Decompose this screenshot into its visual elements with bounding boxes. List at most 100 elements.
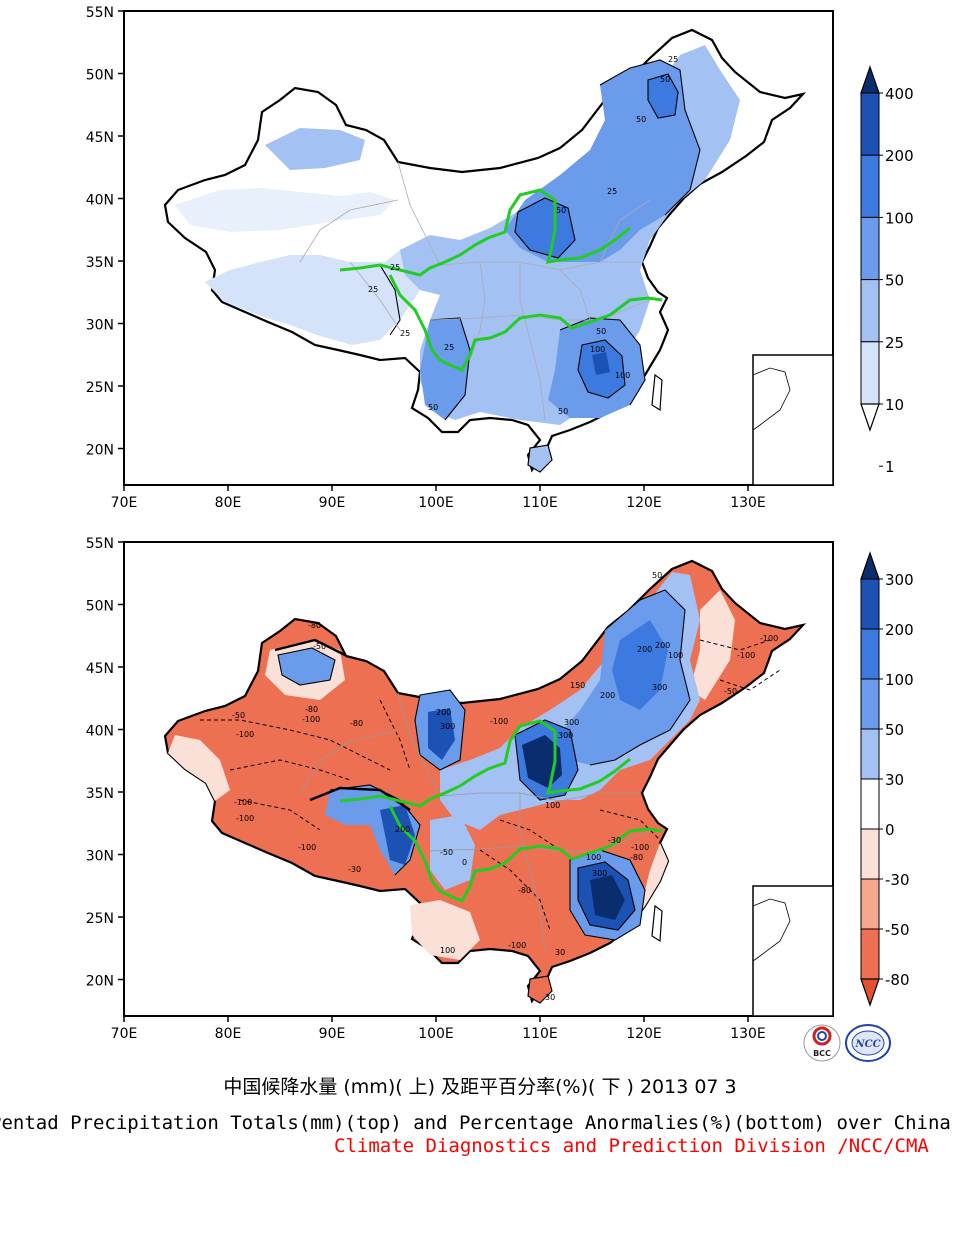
contour-label: 200 <box>436 708 451 717</box>
colorbar-segment <box>860 728 880 780</box>
contour-label: -50 <box>232 711 245 720</box>
colorbar-label: 10 <box>885 396 904 414</box>
contour-label: -80 <box>305 705 318 714</box>
south-china-sea-inset-top <box>752 354 833 485</box>
lat-tick-label: 50N <box>86 68 114 84</box>
contour-label: 50 <box>652 571 662 580</box>
contour-label: 25 <box>400 329 410 338</box>
colorbar-segment <box>860 928 880 980</box>
colorbar-segment <box>860 279 880 343</box>
lon-tick-label: 100E <box>418 495 454 511</box>
colorbar-segment <box>860 678 880 730</box>
colorbar-label: 200 <box>885 147 914 165</box>
bottom-axes: 55N 50N 45N 40N 35N 30N 25N 20N 70E 80E 90E 100E 110… <box>86 536 766 1042</box>
contour-label: 300 <box>592 869 607 878</box>
contour-label: -30 <box>608 836 621 845</box>
colorbar-label: 300 <box>885 571 914 589</box>
colorbar-label: -80 <box>885 971 910 989</box>
precip-dark-center <box>515 198 575 258</box>
colorbar-label: 100 <box>885 209 914 227</box>
contour-label: -80 <box>308 621 321 630</box>
contour-label: 25 <box>390 263 400 272</box>
top-axes: 55N 50N 45N 40N 35N 30N 25N 20N 70E 80E 90E 100E 110… <box>86 5 766 511</box>
contour-label: 100 <box>545 801 560 810</box>
contour-label: -100 <box>236 814 254 823</box>
colorbar-label: 1 <box>885 458 895 476</box>
precip-mid-sw <box>420 318 470 420</box>
contour-label: 200 <box>600 691 615 700</box>
contour-label: 50 <box>558 407 568 416</box>
caption-credit: Climate Diagnostics and Prediction Divis… <box>334 1135 929 1157</box>
contour-label: -100 <box>236 730 254 739</box>
yellow-river-top <box>339 188 631 277</box>
lon-tick-label: 110E <box>522 495 558 511</box>
contour-label: -80 <box>518 886 531 895</box>
colorbar-top-arrow <box>860 65 880 94</box>
contour-label: -80 <box>630 853 643 862</box>
contour-label: 300 <box>564 718 579 727</box>
lon-tick-label: 90E <box>319 1026 346 1042</box>
lat-tick-label: 40N <box>86 193 114 209</box>
lon-tick-label: 120E <box>626 495 662 511</box>
contour-label: 200 <box>655 641 670 650</box>
caption-chinese: 中国候降水量 (mm)( 上) 及距平百分率(%)( 下 ) 2013 07 3 <box>223 1076 737 1098</box>
precip-dark-north <box>648 74 678 118</box>
lat-tick-label: 20N <box>86 443 114 459</box>
contour-label: -100 <box>737 651 755 660</box>
colorbar-label: 100 <box>885 671 914 689</box>
contour-label: 50 <box>596 327 606 336</box>
colorbar-segment <box>860 778 880 830</box>
contour-label: -100 <box>760 634 778 643</box>
contour-label: -80 <box>350 719 363 728</box>
lat-tick-label: 35N <box>86 786 114 802</box>
contour-label: 200 <box>395 825 410 834</box>
colorbar-bottom-arrow <box>860 978 880 1007</box>
lon-tick-label: 110E <box>522 1026 558 1042</box>
colorbar-label: 200 <box>885 621 914 639</box>
contour-label: 100 <box>615 371 630 380</box>
colorbar-label: -30 <box>885 871 910 889</box>
colorbar-segment <box>860 628 880 680</box>
contour-label: -100 <box>631 843 649 852</box>
yellow-river-bottom <box>339 719 631 808</box>
contour-label: -100 <box>508 941 526 950</box>
colorbar-segment <box>860 578 880 630</box>
contour-label: -100 <box>302 715 320 724</box>
yangtze-river-top <box>388 274 663 372</box>
lat-tick-label: 25N <box>86 911 114 927</box>
lon-tick-label: 130E <box>730 495 766 511</box>
contour-label: 30 <box>555 948 565 957</box>
south-china-sea-inset-bottom <box>752 885 833 1016</box>
colorbar-segment <box>860 828 880 880</box>
contour-label: 100 <box>590 345 605 354</box>
top-map-panel: 50 25 50 25 50 25 25 25 25 50 100 100 50… <box>86 5 914 511</box>
contour-label: 30 <box>545 993 555 1002</box>
colorbar-segment <box>860 154 880 218</box>
lon-tick-label: 90E <box>319 495 346 511</box>
caption-english: Pentad Precipitation Totals(mm)(top) and… <box>0 1112 951 1134</box>
lon-tick-label: 120E <box>626 1026 662 1042</box>
contour-label: 300 <box>558 731 573 740</box>
lat-tick-label: 30N <box>86 318 114 334</box>
contour-label: 0 <box>462 858 467 867</box>
precip-light-northwest <box>175 188 395 232</box>
lat-tick-label: 55N <box>86 5 114 21</box>
colorbar-label: 25 <box>885 334 904 352</box>
lon-tick-label: 80E <box>215 1026 242 1042</box>
colorbar-label: 30 <box>885 771 904 789</box>
colorbar-label: 50 <box>885 721 904 739</box>
contour-label: 100 <box>440 946 455 955</box>
contour-label: -100 <box>298 843 316 852</box>
lon-tick-label: 80E <box>215 495 242 511</box>
contour-label: -50 <box>313 642 326 651</box>
contour-label: -100 <box>490 717 508 726</box>
contour-label: 200 <box>637 645 652 654</box>
precip-light-north <box>265 128 365 170</box>
yangtze-river-bottom <box>388 805 663 903</box>
contour-label: 100 <box>668 651 683 660</box>
contour-label: -30 <box>348 865 361 874</box>
contour-label: 150 <box>570 681 585 690</box>
contour-label: 300 <box>440 722 455 731</box>
